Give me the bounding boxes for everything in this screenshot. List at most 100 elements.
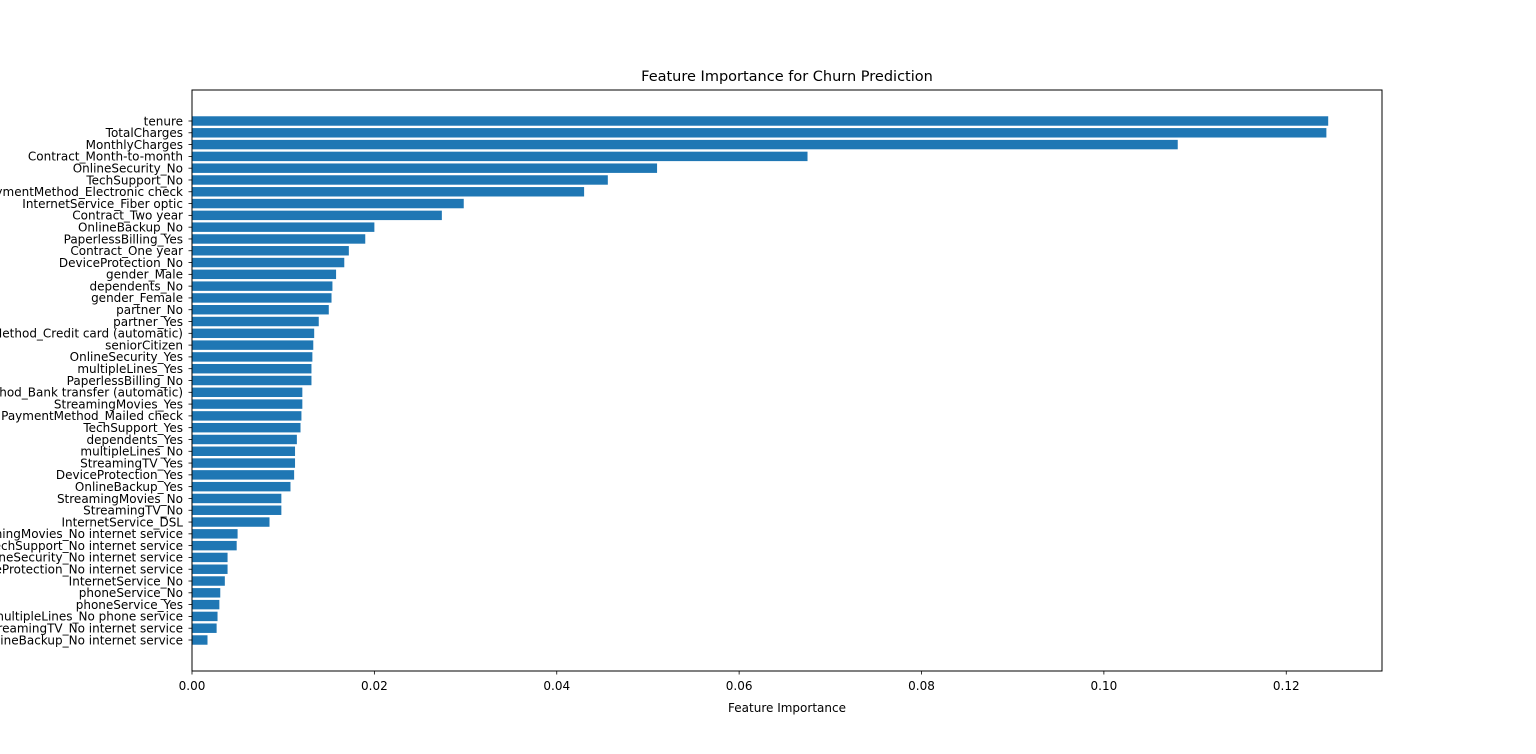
x-tick-label: 0.08 bbox=[908, 679, 935, 693]
bar bbox=[192, 316, 319, 327]
bar bbox=[192, 352, 313, 362]
bar bbox=[192, 399, 303, 409]
x-tick-label: 0.02 bbox=[361, 679, 388, 693]
y-tick-label: partner_Yes bbox=[113, 315, 183, 329]
bar bbox=[192, 375, 312, 386]
y-tick-label: OnlineBackup_Yes bbox=[75, 480, 183, 494]
y-tick-label: multipleLines_No phone service bbox=[0, 610, 183, 624]
y-tick-label: Contract_Two year bbox=[72, 209, 183, 223]
bar bbox=[192, 505, 282, 515]
bar bbox=[192, 446, 296, 456]
bar bbox=[192, 517, 270, 527]
y-tick-label: StreamingTV_No internet service bbox=[0, 622, 183, 636]
y-tick-label: OnlineBackup_No bbox=[78, 220, 183, 234]
y-tick-label: gender_Male bbox=[106, 268, 183, 282]
y-tick-label: StreamingTV_No bbox=[83, 504, 183, 518]
y-tick-label: InternetService_Fiber optic bbox=[22, 197, 183, 211]
x-axis-label: Feature Importance bbox=[728, 701, 846, 715]
bar bbox=[192, 434, 297, 445]
bar bbox=[192, 222, 375, 232]
bar bbox=[192, 281, 333, 291]
bar bbox=[192, 552, 228, 563]
bar bbox=[192, 493, 282, 504]
y-tick-label: DeviceProtection_Yes bbox=[56, 468, 183, 482]
bar bbox=[192, 128, 1327, 138]
bar bbox=[192, 576, 225, 586]
y-tick-label: PaymentMethod_Bank transfer (automatic) bbox=[0, 386, 183, 400]
x-tick-label: 0.12 bbox=[1273, 679, 1300, 693]
y-tick-label: Contract_One year bbox=[70, 244, 183, 258]
bar bbox=[192, 175, 608, 185]
bar bbox=[192, 198, 464, 209]
bar bbox=[192, 422, 301, 433]
y-tick-label: DeviceProtection_No bbox=[59, 256, 183, 270]
y-tick-label: Contract_Month-to-month bbox=[28, 150, 183, 164]
y-tick-label: multipleLines_Yes bbox=[77, 362, 183, 376]
bars-group bbox=[192, 116, 1329, 645]
bar bbox=[192, 481, 291, 492]
y-tick-label: TechSupport_Yes bbox=[82, 421, 183, 435]
y-axis: tenureTotalChargesMonthlyChargesContract… bbox=[0, 114, 192, 647]
bar bbox=[192, 635, 208, 645]
y-tick-label: PaymentMethod_Electronic check bbox=[0, 185, 183, 199]
bar bbox=[192, 564, 228, 574]
x-axis: 0.00 0.02 0.04 0.06 0.08 0.10 0.12 bbox=[179, 671, 1300, 693]
bar bbox=[192, 340, 314, 350]
y-tick-label: PaymentMethod_Mailed check bbox=[1, 409, 183, 423]
x-tick-label: 0.06 bbox=[726, 679, 753, 693]
bar bbox=[192, 611, 218, 622]
bar bbox=[192, 363, 312, 374]
y-tick-label: tenure bbox=[144, 114, 183, 128]
bar bbox=[192, 116, 1329, 126]
x-tick-label: 0.04 bbox=[543, 679, 570, 693]
y-tick-label: InternetService_No bbox=[69, 574, 183, 588]
y-tick-label: partner_No bbox=[116, 303, 183, 317]
y-tick-label: OnlineSecurity_Yes bbox=[70, 350, 183, 364]
y-tick-label: MonthlyCharges bbox=[86, 138, 183, 152]
y-tick-label: StreamingMovies_No bbox=[57, 492, 183, 506]
bar bbox=[192, 458, 296, 468]
bar bbox=[192, 387, 303, 398]
y-tick-label: phoneService_No bbox=[79, 586, 183, 600]
bar bbox=[192, 623, 217, 633]
y-tick-label: OnlineBackup_No internet service bbox=[0, 633, 183, 647]
y-tick-label: PaymentMethod_Credit card (automatic) bbox=[0, 327, 183, 341]
y-tick-label: PaperlessBilling_Yes bbox=[64, 232, 183, 246]
y-tick-label: TechSupport_No internet service bbox=[0, 539, 183, 553]
bar bbox=[192, 269, 337, 280]
y-tick-label: DeviceProtection_No internet service bbox=[0, 563, 183, 577]
bar bbox=[192, 151, 808, 162]
y-tick-label: StreamingMovies_No internet service bbox=[0, 527, 183, 541]
y-tick-label: dependents_Yes bbox=[86, 433, 183, 447]
bar bbox=[192, 163, 658, 173]
bar bbox=[192, 588, 221, 598]
bar bbox=[192, 328, 315, 339]
y-tick-label: dependents_No bbox=[90, 279, 184, 293]
y-tick-label: TotalCharges bbox=[105, 126, 183, 140]
x-tick-label: 0.10 bbox=[1091, 679, 1118, 693]
y-tick-label: phoneService_Yes bbox=[76, 598, 183, 612]
y-tick-label: OnlineSecurity_No bbox=[73, 161, 183, 175]
bar bbox=[192, 470, 295, 480]
bar bbox=[192, 540, 237, 551]
y-tick-label: OnlineSecurity_No internet service bbox=[0, 551, 183, 565]
bar bbox=[192, 257, 345, 268]
y-tick-label: seniorCitizen bbox=[105, 338, 183, 352]
bar bbox=[192, 529, 238, 539]
bar bbox=[192, 139, 1178, 150]
y-tick-label: multipleLines_No bbox=[80, 445, 183, 459]
bar bbox=[192, 234, 366, 244]
x-tick-label: 0.00 bbox=[179, 679, 206, 693]
y-tick-label: InternetService_DSL bbox=[61, 515, 183, 529]
bar bbox=[192, 305, 329, 315]
bar bbox=[192, 210, 442, 221]
bar bbox=[192, 187, 585, 197]
bar bbox=[192, 293, 332, 303]
chart-title: Feature Importance for Churn Prediction bbox=[641, 69, 933, 85]
y-tick-label: PaperlessBilling_No bbox=[67, 374, 183, 388]
y-tick-label: StreamingTV_Yes bbox=[80, 456, 183, 470]
bar bbox=[192, 411, 302, 421]
y-tick-label: gender_Female bbox=[91, 291, 183, 305]
y-tick-label: TechSupport_No bbox=[85, 173, 183, 187]
